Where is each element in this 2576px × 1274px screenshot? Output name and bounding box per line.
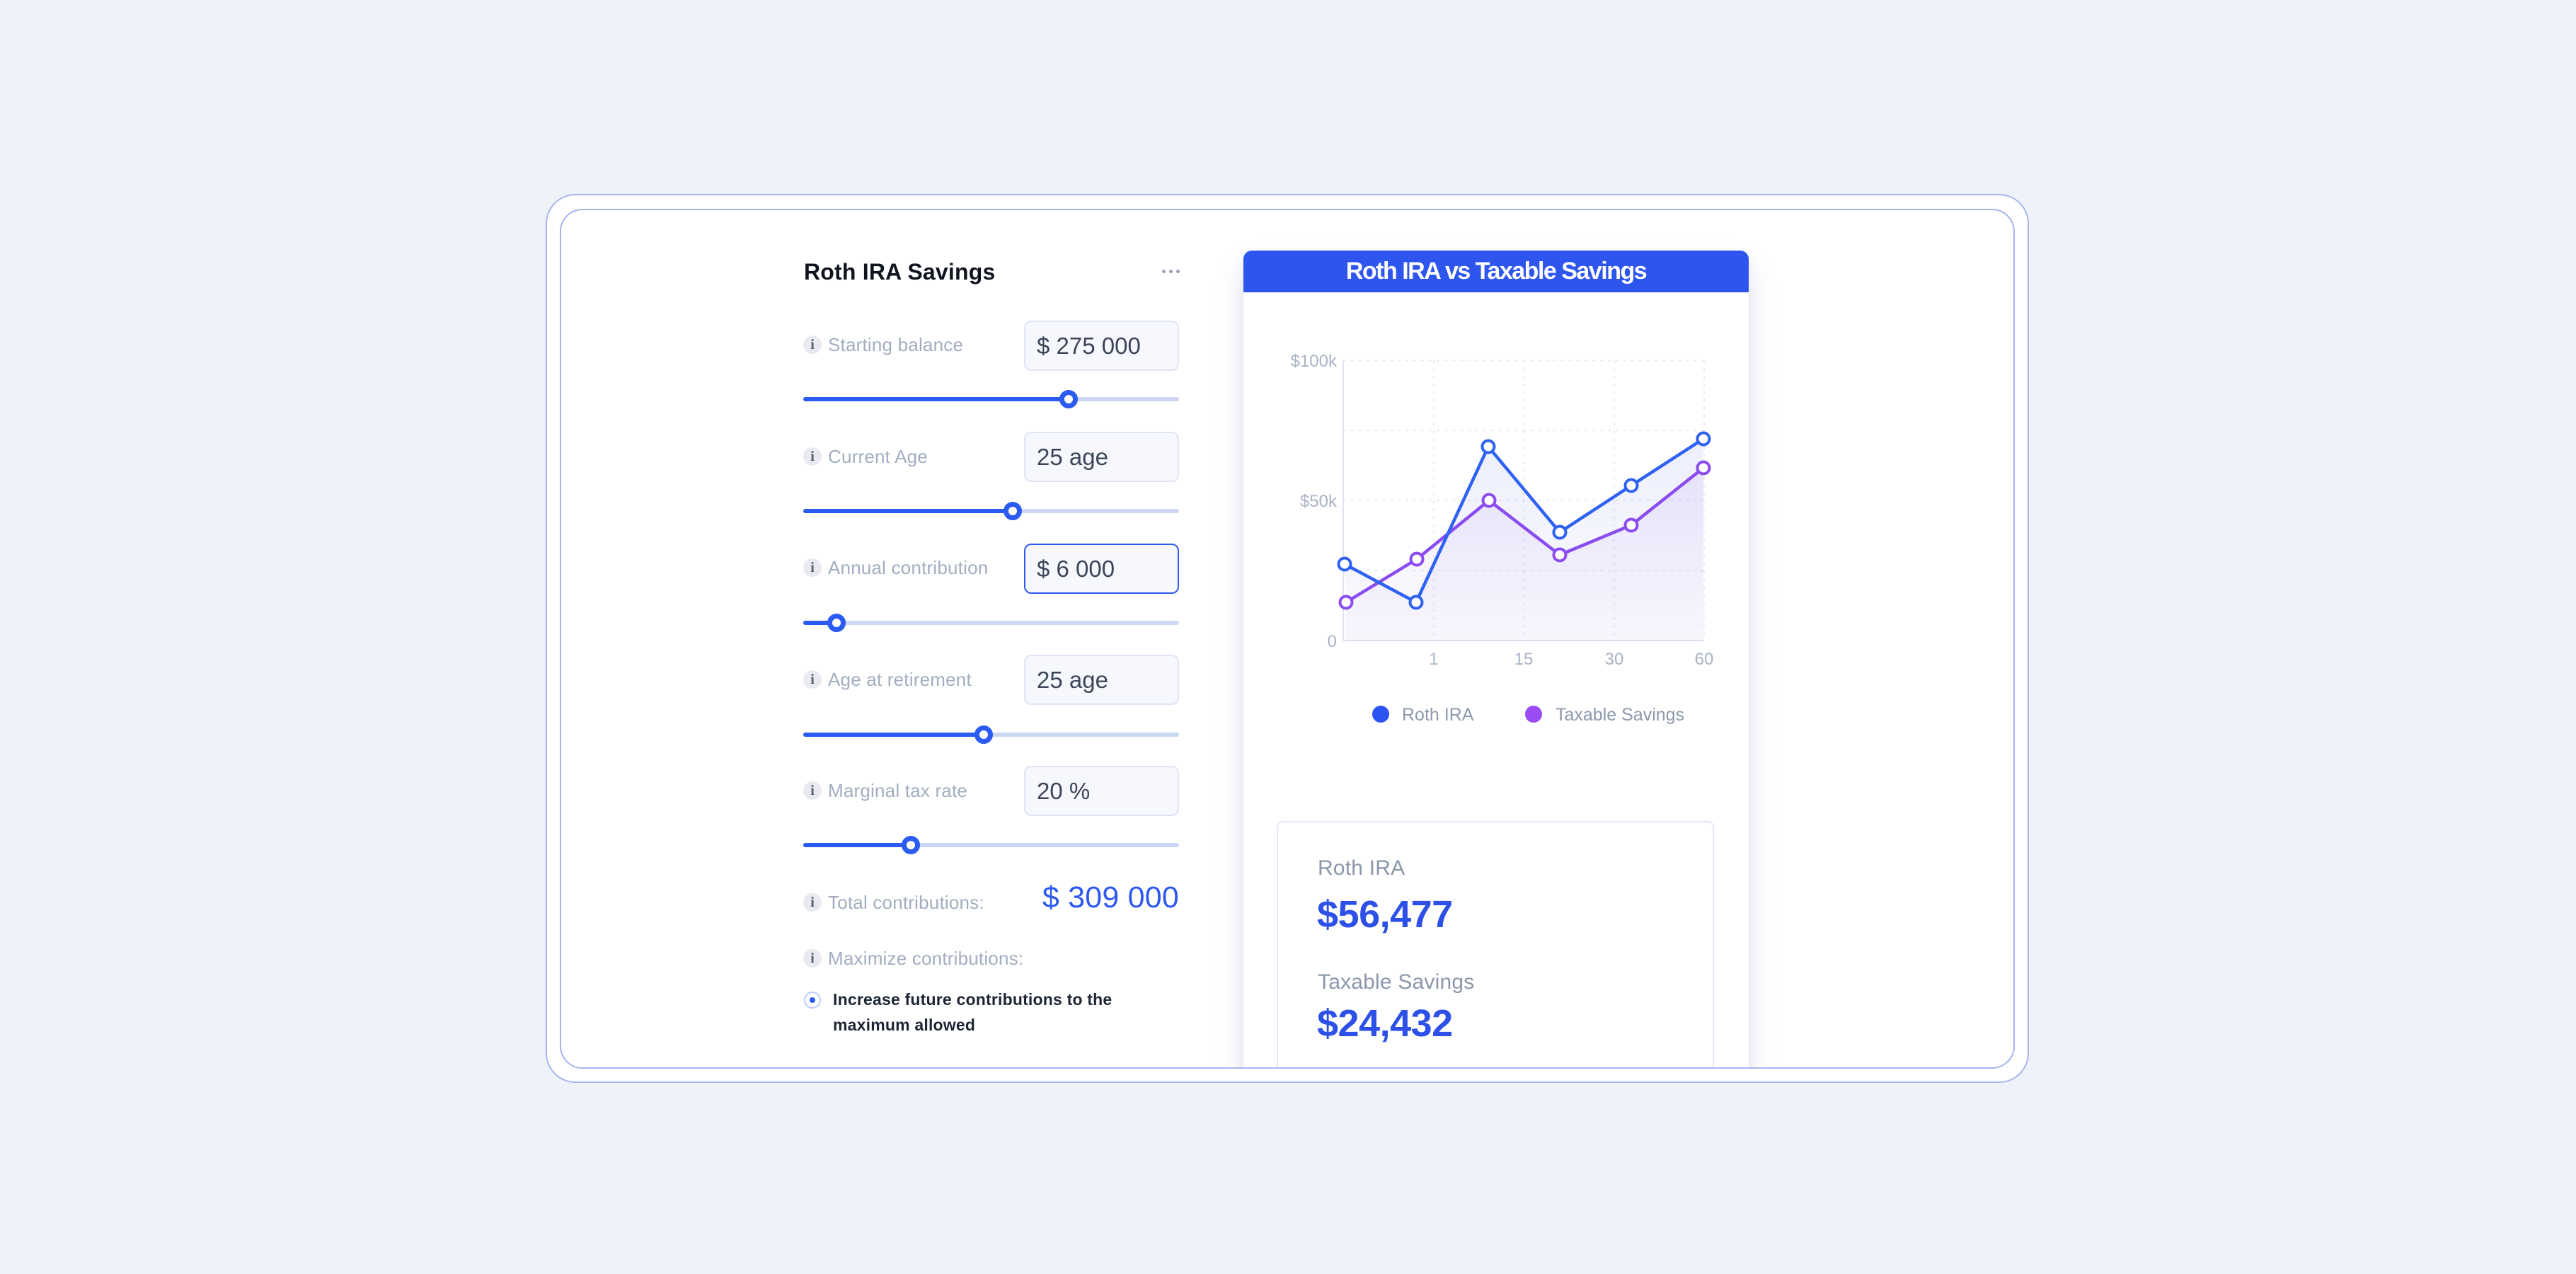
svg-text:1: 1 [1429,650,1438,669]
svg-text:30: 30 [1605,650,1624,669]
svg-text:15: 15 [1514,650,1534,669]
svg-text:0: 0 [1328,632,1337,651]
svg-text:Taxable Savings: Taxable Savings [1556,705,1684,725]
svg-text:60: 60 [1695,650,1714,669]
svg-text:$100k: $100k [1291,352,1338,371]
svg-text:$50k: $50k [1300,492,1338,511]
svg-text:Roth IRA: Roth IRA [1402,705,1474,725]
